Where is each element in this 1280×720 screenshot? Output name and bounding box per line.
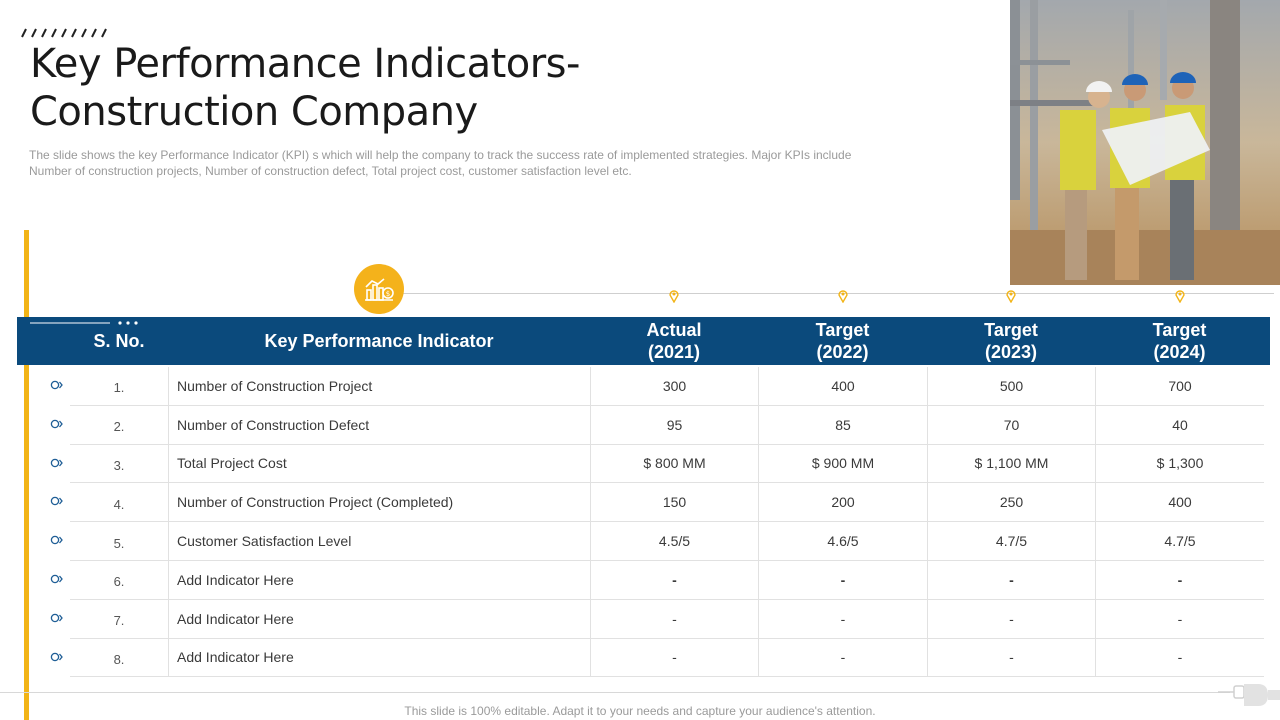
chevron-circle-icon xyxy=(50,535,63,545)
target-2022-value: - xyxy=(758,638,927,677)
timeline-line xyxy=(378,293,1274,294)
target-2024-value: - xyxy=(1095,560,1264,599)
kpi-name: Add Indicator Here xyxy=(168,638,590,677)
header-line: Target xyxy=(984,320,1038,340)
kpi-name: Number of Construction Defect xyxy=(168,405,590,444)
construction-workers-photo xyxy=(1010,0,1280,285)
kpi-name: Number of Construction Project (Complete… xyxy=(168,483,590,522)
svg-text:$: $ xyxy=(386,290,390,298)
header-serial-no: S. No. xyxy=(93,331,145,351)
header-line-dots-decoration xyxy=(30,321,138,325)
location-pin-icon xyxy=(1006,290,1016,303)
row-number: 3. xyxy=(113,457,125,473)
target-2023-value: $ 1,100 MM xyxy=(927,444,1095,483)
row-number: 2. xyxy=(113,419,125,435)
row-number: 5. xyxy=(113,535,125,551)
actual-2021-value: - xyxy=(590,599,758,638)
location-pin-icon xyxy=(838,290,848,303)
target-2022-value: - xyxy=(758,560,927,599)
target-2024-value: 700 xyxy=(1095,367,1264,405)
header-actual-2021: Actual (2021) xyxy=(590,317,758,365)
row-number: 7. xyxy=(113,613,125,629)
kpi-name: Customer Satisfaction Level xyxy=(168,522,590,560)
chevron-circle-icon xyxy=(50,419,63,429)
footer-note: This slide is 100% editable. Adapt it to… xyxy=(404,704,876,718)
target-2022-value: 400 xyxy=(758,367,927,405)
header-target-2023: Target (2023) xyxy=(927,317,1095,365)
target-2024-value: - xyxy=(1095,599,1264,638)
kpi-name: Number of Construction Project xyxy=(168,367,590,405)
accent-bar xyxy=(24,230,29,720)
title-line-2: Construction Company xyxy=(30,89,478,135)
chevron-circle-icon xyxy=(50,497,63,506)
target-2024-value: 4.7/5 xyxy=(1095,522,1264,560)
target-2024-value: $ 1,300 xyxy=(1095,444,1264,483)
header-line: (2021) xyxy=(647,342,701,362)
row-number: 1. xyxy=(113,380,125,396)
header-line: (2023) xyxy=(984,342,1038,362)
header-target-2022: Target (2022) xyxy=(758,317,927,365)
target-2024-value: 400 xyxy=(1095,483,1264,522)
kpi-name: Add Indicator Here xyxy=(168,599,590,638)
bottom-divider xyxy=(0,692,1230,693)
target-2023-value: 4.7/5 xyxy=(927,522,1095,560)
actual-2021-value: 95 xyxy=(590,405,758,444)
table-row: 6. Add Indicator Here - - - - xyxy=(50,560,1264,600)
actual-2021-value: 150 xyxy=(590,483,758,522)
actual-2021-value: $ 800 MM xyxy=(590,444,758,483)
header-line: Target xyxy=(1152,320,1207,340)
chevron-circle-icon xyxy=(50,613,63,623)
table-row: 1. Number of Construction Project 300 40… xyxy=(50,367,1264,406)
table-header xyxy=(17,317,1270,365)
table-row: 5. Customer Satisfaction Level 4.5/5 4.6… xyxy=(50,522,1264,561)
header-line: Actual xyxy=(646,320,702,340)
actual-2021-value: - xyxy=(590,560,758,599)
table-row: 3. Total Project Cost $ 800 MM $ 900 MM … xyxy=(50,444,1264,484)
location-pin-icon xyxy=(669,290,679,303)
target-2023-value: - xyxy=(927,560,1095,599)
target-2022-value: 4.6/5 xyxy=(758,522,927,560)
table-row: 2. Number of Construction Defect 95 85 7… xyxy=(50,405,1264,445)
header-line: (2022) xyxy=(816,342,869,362)
target-2023-value: - xyxy=(927,638,1095,677)
table-row: 4. Number of Construction Project (Compl… xyxy=(50,483,1264,523)
header-line: Target xyxy=(815,320,870,340)
header-kpi: Key Performance Indicator xyxy=(264,331,494,351)
chevron-circle-icon xyxy=(50,458,63,467)
chevron-circle-icon xyxy=(50,380,63,390)
header-line: (2024) xyxy=(1153,342,1206,362)
target-2023-value: 70 xyxy=(927,405,1095,444)
header-target-2024: Target (2024) xyxy=(1095,317,1264,365)
table-row: 7. Add Indicator Here - - - - xyxy=(50,599,1264,639)
target-2023-value: 500 xyxy=(927,367,1095,405)
plug-icon xyxy=(1218,684,1280,706)
slide-description: The slide shows the key Performance Indi… xyxy=(29,148,852,178)
target-2022-value: 200 xyxy=(758,483,927,522)
row-number: 4. xyxy=(113,496,125,512)
kpi-name: Total Project Cost xyxy=(168,444,590,483)
slash-decoration-icon xyxy=(21,28,107,38)
title-line-1: Key Performance Indicators- xyxy=(30,41,580,87)
chevron-circle-icon xyxy=(50,574,63,584)
target-2024-value: 40 xyxy=(1095,405,1264,444)
row-number: 8. xyxy=(113,651,125,667)
actual-2021-value: 300 xyxy=(590,367,758,405)
target-2022-value: - xyxy=(758,599,927,638)
target-2023-value: - xyxy=(927,599,1095,638)
chart-dollar-icon: $ xyxy=(354,264,404,314)
location-pin-icon xyxy=(1175,290,1185,303)
actual-2021-value: - xyxy=(590,638,758,677)
target-2023-value: 250 xyxy=(927,483,1095,522)
row-number: 6. xyxy=(113,574,125,590)
target-2022-value: 85 xyxy=(758,405,927,444)
page-title: Key Performance Indicators- Construction… xyxy=(30,40,790,136)
target-2022-value: $ 900 MM xyxy=(758,444,927,483)
kpi-name: Add Indicator Here xyxy=(168,560,590,599)
actual-2021-value: 4.5/5 xyxy=(590,522,758,560)
kpi-table-body: 1. Number of Construction Project 300 40… xyxy=(50,367,1264,678)
target-2024-value: - xyxy=(1095,638,1264,677)
table-row: 8. Add Indicator Here - - - - xyxy=(50,638,1264,678)
chevron-circle-icon xyxy=(50,652,63,661)
